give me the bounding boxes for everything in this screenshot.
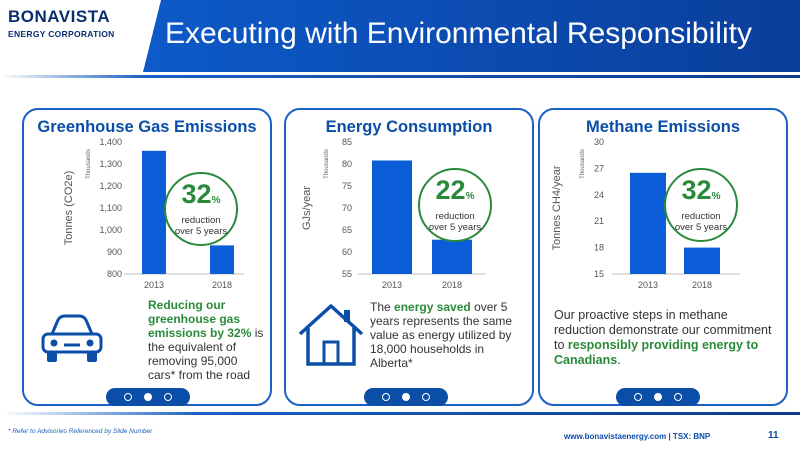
footer-rule <box>0 412 800 415</box>
badge-percent: 32 <box>681 175 712 205</box>
slide-dots-1 <box>106 388 190 406</box>
ghg-text: is the equivalent of removing 95,000 car… <box>148 326 264 382</box>
y-tick-label: 1,100 <box>99 203 122 213</box>
bar-2013 <box>630 172 666 274</box>
y-axis-label: Tonnes (CO2e) <box>63 171 75 246</box>
panel-title: Energy Consumption <box>325 118 493 136</box>
title-banner: Executing with Environmental Responsibil… <box>143 0 800 72</box>
x-tick-label: 2018 <box>442 280 462 290</box>
methane-chart: 15 18 21 24 27 30 2013 2018 Tonnes CH4/year Thous… <box>551 137 740 290</box>
badge-percent: 22 <box>435 175 466 205</box>
panel-title: Greenhouse Gas Emissions <box>37 118 257 136</box>
y-tick-label: 30 <box>594 137 604 147</box>
dot[interactable] <box>124 393 132 401</box>
dot[interactable] <box>674 393 682 401</box>
ghg-chart: 800 900 1,000 1,100 1,200 1,300 1,400 2013 2018 T… <box>63 137 244 290</box>
x-tick-label: 2013 <box>144 280 164 290</box>
badge-text-2: over 5 years <box>674 222 728 233</box>
methane-highlight: responsibly providing energy to Canadian… <box>554 338 759 367</box>
y-tick-label: 80 <box>342 159 352 169</box>
dot[interactable] <box>634 393 642 401</box>
x-tick-label: 2013 <box>382 280 402 290</box>
x-tick-label: 2018 <box>692 280 712 290</box>
y-axis-unit: Thousands <box>86 149 92 179</box>
bar-2018 <box>684 247 720 274</box>
y-axis-unit: Thousands <box>324 149 330 179</box>
y-tick-label: 21 <box>594 216 604 226</box>
bar-2013 <box>372 160 412 274</box>
y-axis-unit: Thousands <box>580 149 586 179</box>
dot[interactable] <box>164 393 172 401</box>
footer-link[interactable]: www.bonavistaenergy.com | TSX: BNP <box>564 432 711 441</box>
bar-2018 <box>432 239 472 274</box>
y-axis-label: Tonnes CH4/year <box>551 165 563 250</box>
methane-text-pre: Our proactive steps in methane reduction… <box>554 308 772 352</box>
dot[interactable] <box>144 393 152 401</box>
badge-text-1: reduction <box>681 211 721 222</box>
y-tick-label: 1,300 <box>99 159 122 169</box>
y-tick-label: 15 <box>594 269 604 279</box>
ghg-highlight: Reducing our greenhouse gas emissions by… <box>148 298 252 340</box>
energy-text: over 5 years represents the same value a… <box>370 300 513 370</box>
y-axis-label: GJs/year <box>301 186 313 230</box>
slide-dots-2 <box>364 388 448 406</box>
footnote: * Refer to Advisories Referenced by Slid… <box>8 428 153 435</box>
logo-subtitle: ENERGY CORPORATION <box>8 29 115 39</box>
energy-text-pre: The <box>370 300 395 314</box>
y-tick-label: 85 <box>342 137 352 147</box>
y-tick-label: 800 <box>107 269 122 279</box>
car-icon <box>41 314 103 362</box>
bar-2018 <box>210 245 234 274</box>
energy-highlight: energy saved <box>394 300 471 314</box>
slide-title: Executing with Environmental Responsibil… <box>165 17 752 50</box>
y-tick-label: 27 <box>594 163 604 173</box>
x-tick-label: 2013 <box>638 280 658 290</box>
methane-panel: Methane Emissions 15 18 21 24 27 30 2013 2018 To… <box>538 108 788 406</box>
badge-percent-sign: % <box>465 191 475 202</box>
energy-panel: Energy Consumption 55 60 65 70 75 80 85 2013 201… <box>284 108 534 406</box>
ghg-description: Reducing our greenhouse gas emissions by… <box>148 298 266 382</box>
company-logo: BONAVISTA ENERGY CORPORATION <box>8 8 128 48</box>
y-tick-label: 1,400 <box>99 137 122 147</box>
reduction-badge: 32% reduction over 5 years <box>664 168 738 242</box>
y-tick-label: 65 <box>342 225 352 235</box>
reduction-badge: 22% reduction over 5 years <box>418 168 492 242</box>
badge-text-2: over 5 years <box>174 226 228 237</box>
bar-2013 <box>142 150 166 274</box>
page-number: 11 <box>768 430 779 441</box>
y-tick-label: 70 <box>342 203 352 213</box>
badge-percent-sign: % <box>211 195 221 206</box>
y-tick-label: 60 <box>342 247 352 257</box>
methane-description: Our proactive steps in methane reduction… <box>554 308 776 368</box>
panel-title: Methane Emissions <box>585 118 741 136</box>
reduction-badge: 32% reduction over 5 years <box>164 172 238 246</box>
badge-text-1: reduction <box>435 211 475 222</box>
title-banner-shape <box>143 0 800 72</box>
x-tick-label: 2018 <box>212 280 232 290</box>
y-tick-label: 55 <box>342 269 352 279</box>
slide-dots-3 <box>616 388 700 406</box>
badge-percent-sign: % <box>711 191 721 202</box>
dot[interactable] <box>422 393 430 401</box>
header-rule <box>0 75 800 78</box>
methane-text: . <box>617 353 621 367</box>
badge-text-1: reduction <box>181 215 221 226</box>
logo-wordmark: BONAVISTA <box>8 7 111 26</box>
energy-chart: 55 60 65 70 75 80 85 2013 2018 GJs/year Thousands <box>301 137 486 290</box>
y-tick-label: 24 <box>594 190 604 200</box>
dot[interactable] <box>402 393 410 401</box>
energy-description: The energy saved over 5 years represents… <box>370 300 524 370</box>
y-tick-label: 1,000 <box>99 225 122 235</box>
badge-percent: 32 <box>181 179 212 209</box>
y-tick-label: 1,200 <box>99 181 122 191</box>
ghg-panel: Greenhouse Gas Emissions 800 900 1,000 1,10… <box>22 108 272 406</box>
house-icon <box>298 304 364 366</box>
dot[interactable] <box>382 393 390 401</box>
badge-text-2: over 5 years <box>428 222 482 233</box>
y-tick-label: 18 <box>594 243 604 253</box>
y-tick-label: 900 <box>107 247 122 257</box>
dot[interactable] <box>654 393 662 401</box>
y-tick-label: 75 <box>342 181 352 191</box>
